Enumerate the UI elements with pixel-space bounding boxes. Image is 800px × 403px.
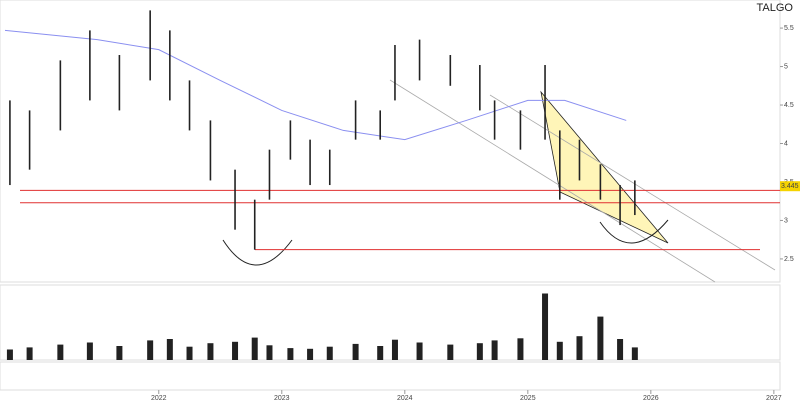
volume-bar <box>476 343 483 360</box>
volume-bar <box>266 345 273 360</box>
moving-average <box>4 29 627 141</box>
x-tick-label: 2023 <box>274 395 290 402</box>
volume-bar <box>416 342 423 360</box>
volume-bar <box>326 346 333 360</box>
volume-panel <box>0 284 781 361</box>
volume-bar <box>116 346 123 360</box>
volume-bar <box>307 348 314 360</box>
volume-bar <box>26 347 33 360</box>
trend-line <box>489 94 776 271</box>
volume-bar <box>207 343 214 360</box>
volume-bar <box>86 342 93 360</box>
triangle-pattern <box>540 90 669 244</box>
volume-bar <box>147 340 154 360</box>
y-tick-label: 5.5 <box>784 25 794 32</box>
chart-title: TALGO <box>757 2 794 14</box>
volume-bar <box>597 316 604 360</box>
volume-bar <box>232 341 239 360</box>
volume-bar <box>251 337 258 360</box>
x-tick-label: 2024 <box>397 395 413 402</box>
volume-bar <box>377 346 384 360</box>
volume-bar <box>6 349 13 360</box>
volume-bar <box>447 344 454 360</box>
volume-bar <box>352 343 359 360</box>
volume-bar <box>542 293 549 360</box>
volume-bar <box>166 339 173 360</box>
cup-arc <box>599 219 669 244</box>
volume-bar <box>556 341 563 360</box>
last-price-label: 3.445 <box>781 183 799 190</box>
oscillator-panel <box>0 361 781 391</box>
volume-bar <box>287 348 294 360</box>
last-price-box <box>780 181 800 192</box>
x-tick-label: 2022 <box>151 395 167 402</box>
trend-line <box>389 79 716 283</box>
y-tick-label: 2.5 <box>784 256 794 263</box>
volume-bar <box>491 340 498 360</box>
cup-arc <box>222 239 293 266</box>
volume-bar <box>391 339 398 360</box>
volume-bar <box>517 338 524 360</box>
x-tick-label: 2027 <box>766 395 782 402</box>
volume-bar <box>186 346 193 360</box>
x-tick-label: 2026 <box>643 395 659 402</box>
y-tick-label: 4 <box>784 140 788 147</box>
y-tick-label: 3 <box>784 217 788 224</box>
x-tick-label: 2025 <box>520 395 536 402</box>
volume-bar <box>57 344 64 360</box>
y-tick-label: 4.5 <box>784 102 794 109</box>
volume-bar <box>631 347 638 360</box>
volume-bar <box>617 339 624 360</box>
y-tick-label: 5 <box>784 63 788 70</box>
price-panel <box>0 0 781 283</box>
volume-bar <box>576 336 583 360</box>
